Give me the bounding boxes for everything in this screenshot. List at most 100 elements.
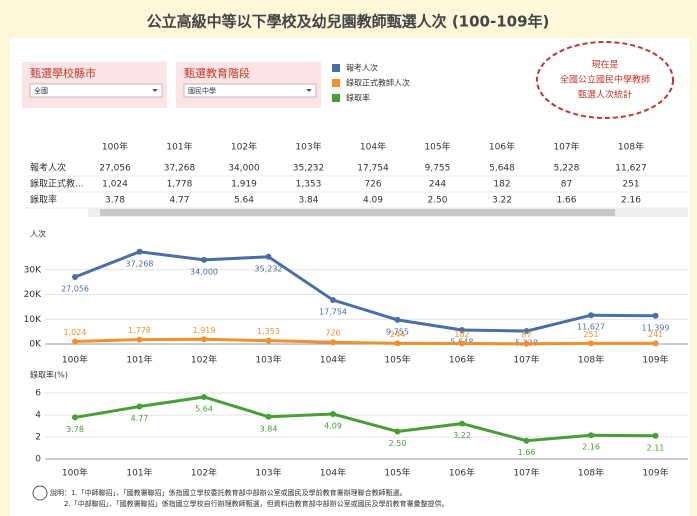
data-label: 182 [454,330,469,339]
table-cell: 182 [493,180,510,190]
x-tick-label: 100年 [62,467,88,479]
data-point [330,411,336,418]
data-label: 11,627 [577,323,605,332]
data-point [201,393,207,400]
x-tick-label: 109年 [642,467,668,479]
page-title: 公立高級中等以下學校及幼兒園教師甄選人次 (100-109年) [147,13,550,31]
x-tick-label: 103年 [255,354,281,366]
table-cell: 1.66 [556,196,576,206]
data-label: 11,399 [642,323,670,332]
row-label: 錄取正式教... [30,178,84,190]
data-label: 241 [648,330,663,339]
x-tick-label: 104年 [320,354,346,366]
data-point [201,336,207,343]
data-label: 3.78 [66,425,84,434]
x-tick-label: 104年 [320,467,346,479]
data-point [459,340,465,347]
table-cell: 3.22 [492,196,512,206]
filter-label: 甄選教育階段 [184,66,250,80]
y-tick-label: 20K [24,290,42,300]
x-tick-label: 108年 [578,354,604,366]
data-label: 3.84 [260,424,278,433]
data-point [72,414,78,421]
legend-label: 錄取率 [346,93,370,103]
data-label: 2.16 [582,443,600,452]
legend-label: 錄取正式教師人次 [346,78,410,88]
dropdown-arrow [152,89,158,92]
data-point [394,428,401,435]
table-cell: 17,754 [357,164,389,174]
data-label: 27,056 [61,285,89,294]
table-cell: 5,648 [489,164,515,174]
table-cell: 34,000 [228,164,260,174]
table-cell: 3.78 [105,196,125,206]
data-point [330,297,336,304]
table-cell: 1,919 [231,180,257,190]
legend-label: 報考人次 [346,63,378,73]
data-point [523,328,530,335]
series-line [74,395,656,443]
x-tick-label: 106年 [449,467,475,479]
data-point [523,340,530,347]
scrollbar-thumb[interactable] [100,209,615,216]
data-label: 726 [325,329,340,338]
data-label: 1,919 [193,326,216,335]
table-cell: 37,268 [164,164,196,174]
filter-value: 國民中學 [188,86,216,95]
x-tick-label: 107年 [513,354,539,366]
data-point [265,413,272,420]
data-label: 3.22 [453,431,471,440]
x-tick-label: 106年 [449,354,475,366]
dropdown-arrow [306,89,312,92]
note: 2.「中部聯招」、「國教署聯招」係指國立學校自行辦理教師甄選，但資料由教育部中部… [64,499,449,508]
y-tick-label: 10K [24,315,42,325]
filter-select[interactable] [29,83,163,98]
table-cell: 251 [622,180,639,190]
data-point [588,312,594,319]
legend-swatch [332,64,340,72]
data-point [136,403,143,410]
data-label: 1,024 [64,328,87,337]
data-point [394,316,401,323]
data-point [588,432,594,439]
data-label: 2.50 [389,439,407,448]
y-axis-label: 人次 [30,229,46,239]
table-header: 101年 [166,141,192,153]
legend-swatch [332,94,340,102]
table-cell: 27,056 [99,164,131,174]
x-tick-label: 102年 [191,467,217,479]
data-label: 251 [583,330,598,339]
note: 說明：1.「中師聯招」、「國教署聯招」係指國立學校委託教育部中部辦公室或國民及學… [50,488,407,497]
table-header: 103年 [295,141,321,153]
table-header: 108年 [618,141,644,153]
data-point [136,248,143,255]
y-tick-label: 0K [29,340,42,350]
table-header: 107年 [553,141,579,153]
series-line [74,250,656,333]
filter-label: 甄選學校縣市 [30,66,96,80]
data-point [394,340,401,347]
data-label: 34,000 [190,267,218,276]
x-tick-label: 108年 [578,467,604,479]
callout [536,41,674,119]
table-header: 100年 [102,141,128,153]
table-cell: 3.84 [298,196,318,206]
table-cell: 244 [429,180,446,190]
data-label: 9,755 [386,327,409,336]
filter-select[interactable] [183,83,317,98]
data-label: 1,353 [257,327,280,336]
y-tick-label: 4 [35,411,41,421]
callout-text: 甄選人次統計 [578,89,632,101]
data-point [652,432,659,439]
y-tick-label: 0 [35,455,41,465]
legend-swatch [332,79,340,87]
data-label: 37,268 [126,259,154,268]
data-point [459,420,465,427]
table-header: 102年 [231,141,257,153]
callout-text: 現在是 [591,59,618,71]
data-point [72,338,78,345]
x-tick-label: 107年 [513,467,539,479]
data-point [652,340,659,347]
y-axis-label: 錄取率(%) [30,370,68,380]
